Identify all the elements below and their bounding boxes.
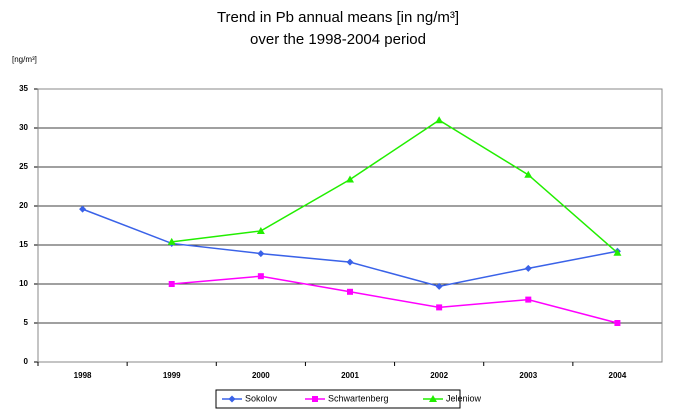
y-tick-label: 5: [24, 318, 29, 327]
chart-subtitle: over the 1998-2004 period: [250, 31, 426, 48]
x-tick-label: 2004: [609, 371, 627, 380]
x-tick-label: 2001: [341, 371, 359, 380]
data-point: [613, 248, 622, 256]
x-tick-label: 1998: [74, 371, 92, 380]
legend-marker: [429, 395, 437, 402]
x-tick-label: 2003: [519, 371, 537, 380]
x-tick-label: 2002: [430, 371, 448, 380]
y-tick-label: 25: [19, 162, 28, 171]
data-point: [167, 237, 176, 245]
y-tick-label: 0: [24, 357, 29, 366]
series-line: [171, 275, 618, 324]
data-point: [256, 226, 265, 234]
legend-label: Sokolov: [245, 393, 278, 403]
legend-label: Schwartenberg: [328, 393, 389, 403]
y-tick-label: 15: [19, 240, 28, 249]
data-point: [168, 281, 175, 287]
y-tick-label: 10: [19, 279, 28, 288]
data-point: [257, 273, 264, 280]
legend-box: [215, 389, 461, 409]
data-point: [525, 296, 532, 303]
data-point: [436, 304, 443, 311]
data-point: [346, 175, 354, 183]
data-point: [346, 258, 354, 266]
y-tick-label: 35: [19, 84, 28, 93]
legend-marker: [312, 396, 318, 402]
data-point: [435, 282, 443, 290]
series-line: [82, 208, 618, 288]
y-tick-label: 30: [19, 123, 28, 132]
chart-title: Trend in Pb annual means [in ng/m³]: [217, 9, 459, 26]
plot-border: [37, 88, 663, 363]
x-tick-label: 2000: [252, 371, 270, 380]
data-point: [524, 264, 532, 272]
legend-label: Jeleniow: [446, 393, 482, 403]
data-point: [614, 320, 621, 326]
data-point: [435, 116, 444, 124]
legend-marker: [228, 395, 236, 403]
data-point: [257, 250, 265, 258]
y-tick-label: 20: [19, 201, 28, 210]
data-point: [347, 288, 353, 295]
data-point: [524, 170, 533, 178]
data-point: [79, 205, 87, 213]
x-tick-label: 1999: [163, 371, 181, 380]
series-line: [171, 119, 618, 254]
y-axis-label: [ng/m³]: [12, 55, 37, 64]
